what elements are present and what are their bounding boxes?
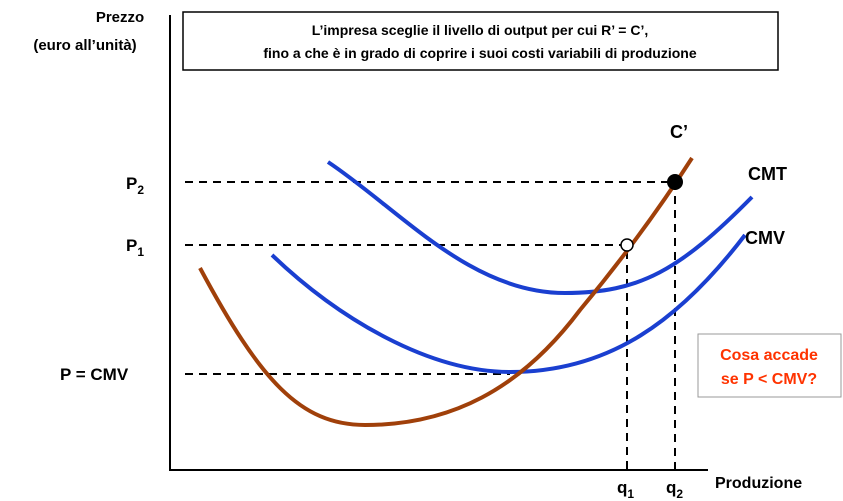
price-label: P1 <box>126 236 144 259</box>
curve-label: CMT <box>748 164 787 184</box>
quantity-label: q1 <box>617 478 634 501</box>
y-axis-label: Prezzo <box>96 9 144 26</box>
header-line: fino a che è in grado di coprire i suoi … <box>263 45 697 61</box>
point-p2 <box>667 174 683 190</box>
curve-label: C’ <box>670 122 688 142</box>
mc-curve <box>198 156 694 428</box>
question-line: se P < CMV? <box>721 371 817 388</box>
guide-p1 <box>185 244 628 470</box>
quantity-label: q2 <box>666 478 683 501</box>
guide-p2 <box>185 181 676 470</box>
curve-label: CMV <box>745 228 785 248</box>
header-box <box>182 11 779 71</box>
cmv-curve <box>270 233 747 375</box>
y-axis-label: (euro all’unità) <box>33 37 136 54</box>
price-label: P = CMV <box>60 365 129 384</box>
cmt-curve <box>326 160 754 296</box>
header-line: L’impresa sceglie il livello di output p… <box>312 22 648 38</box>
point-p1 <box>620 238 634 252</box>
price-label: P2 <box>126 174 144 197</box>
question-box <box>697 333 842 398</box>
x-axis-label: Produzione <box>715 475 802 492</box>
question-line: Cosa accade <box>720 347 818 364</box>
